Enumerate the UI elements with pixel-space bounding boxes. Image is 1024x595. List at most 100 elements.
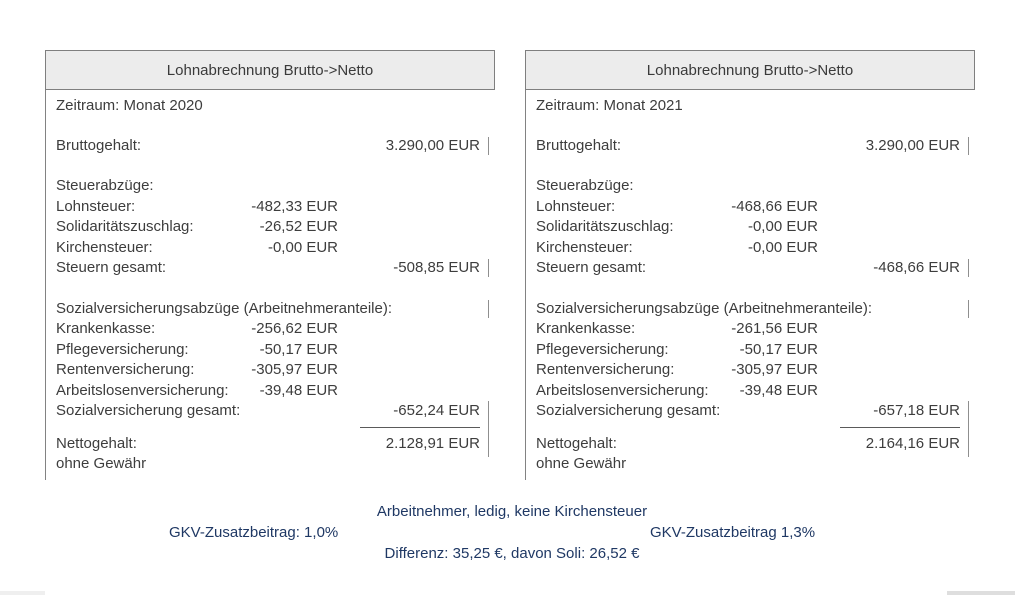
gross-value: 3.290,00 EUR (865, 137, 960, 154)
panel-body: Zeitraum: Monat 2020 Bruttogehalt: 3.290… (45, 90, 495, 480)
gross-label: Bruttogehalt: (536, 137, 622, 154)
row-end-mark (967, 259, 969, 277)
social-row-value: -256,62 EUR (251, 320, 338, 337)
gross-row: Bruttogehalt: 3.290,00 EUR (46, 136, 495, 156)
artifact-smudge (0, 591, 45, 595)
tax-section-label: Steuerabzüge: (536, 177, 634, 194)
tax-total-row: Steuern gesamt: -468,66 EUR (526, 258, 975, 279)
social-row-value: -39,48 EUR (259, 381, 338, 399)
tax-row-label: Lohnsteuer: (536, 197, 616, 215)
gross-label: Bruttogehalt: (56, 137, 142, 154)
panel-title-text: Lohnabrechnung Brutto->Netto (166, 61, 374, 79)
spacer (526, 156, 975, 176)
net-row: Nettogehalt: 2.128,91 EUR (46, 434, 495, 455)
net-label: Nettogehalt: (56, 434, 137, 452)
tax-row-label: Lohnsteuer: (56, 197, 136, 215)
period-label: Zeitraum: Monat 2021 (536, 97, 683, 114)
social-total-row: Sozialversicherung gesamt: -652,24 EUR (46, 401, 495, 422)
social-row-value: -305,97 EUR (251, 361, 338, 378)
tax-total-value: -508,85 EUR (393, 259, 480, 276)
gkv-note-2021: GKV-Zusatzbeitrag 1,3% (650, 524, 816, 541)
spacer (526, 116, 975, 136)
row-end-mark (967, 300, 969, 318)
gross-value: 3.290,00 EUR (385, 137, 480, 154)
social-row-value: -50,17 EUR (739, 340, 818, 358)
net-value: 2.128,91 EUR (385, 434, 480, 452)
tax-row-value: -0,00 EUR (747, 218, 818, 235)
panel-title: Lohnabrechnung Brutto->Netto (525, 50, 975, 90)
disclaimer-label: ohne Gewähr (536, 455, 627, 472)
tax-row: Solidaritätszuschlag: -0,00 EUR (526, 217, 975, 238)
tax-row: Kirchensteuer: -0,00 EUR (46, 238, 495, 259)
social-row: Krankenkasse: -256,62 EUR (46, 319, 495, 340)
row-end-mark (967, 137, 969, 155)
spacer (46, 279, 495, 299)
footer-notes: Arbeitnehmer, ledig, keine Kirchensteuer… (0, 501, 1024, 564)
tax-total-label: Steuern gesamt: (536, 259, 647, 276)
payroll-panel-2020: Lohnabrechnung Brutto->Netto Zeitraum: M… (45, 50, 495, 480)
sum-line (840, 426, 960, 428)
panel-title: Lohnabrechnung Brutto->Netto (45, 50, 495, 90)
tax-row-value: -468,66 EUR (731, 197, 818, 215)
net-row: Nettogehalt: 2.164,16 EUR (526, 434, 975, 455)
tax-row-label: Kirchensteuer: (536, 238, 633, 256)
tax-row-value: -482,33 EUR (251, 197, 338, 215)
spacer (46, 156, 495, 176)
footer-line-scenario: Arbeitnehmer, ledig, keine Kirchensteuer (376, 503, 648, 520)
tax-row-label: Solidaritätszuschlag: (536, 218, 674, 235)
tax-total-value: -468,66 EUR (873, 259, 960, 276)
social-row-value: -305,97 EUR (731, 361, 818, 378)
row-end-mark (967, 401, 969, 457)
tax-section-label: Steuerabzüge: (56, 177, 154, 194)
social-row-label: Rentenversicherung: (56, 361, 195, 378)
row-end-mark (487, 259, 489, 277)
spacer (526, 279, 975, 299)
period-label: Zeitraum: Monat 2020 (56, 97, 203, 114)
payroll-panel-2021: Lohnabrechnung Brutto->Netto Zeitraum: M… (525, 50, 975, 480)
gkv-note-2020: GKV-Zusatzbeitrag: 1,0% (169, 524, 339, 541)
social-row: Arbeitslosenversicherung: -39,48 EUR (46, 381, 495, 402)
social-section-row: Sozialversicherungsabzüge (Arbeitnehmera… (46, 299, 495, 320)
tax-row: Lohnsteuer: -468,66 EUR (526, 197, 975, 218)
disclaimer-label: ohne Gewähr (56, 455, 147, 472)
gross-row: Bruttogehalt: 3.290,00 EUR (526, 136, 975, 156)
social-section-label: Sozialversicherungsabzüge (Arbeitnehmera… (536, 299, 873, 317)
social-row-label: Pflegeversicherung: (536, 340, 669, 358)
tax-row: Lohnsteuer: -482,33 EUR (46, 197, 495, 218)
social-row-label: Arbeitslosenversicherung: (536, 381, 709, 399)
panel-body: Zeitraum: Monat 2021 Bruttogehalt: 3.290… (525, 90, 975, 480)
footer-line-difference: Differenz: 35,25 €, davon Soli: 26,52 € (384, 545, 640, 562)
social-row-value: -39,48 EUR (739, 381, 818, 399)
social-row-label: Krankenkasse: (56, 320, 156, 337)
tax-section-row: Steuerabzüge: (526, 176, 975, 197)
tax-row-value: -0,00 EUR (267, 238, 338, 256)
period-row: Zeitraum: Monat 2020 (46, 96, 495, 116)
social-row: Krankenkasse: -261,56 EUR (526, 319, 975, 340)
tax-row: Solidaritätszuschlag: -26,52 EUR (46, 217, 495, 238)
row-end-mark (487, 300, 489, 318)
social-row: Rentenversicherung: -305,97 EUR (526, 360, 975, 381)
social-row-label: Rentenversicherung: (536, 361, 675, 378)
disclaimer-row: ohne Gewähr (526, 454, 975, 475)
tax-row-label: Kirchensteuer: (56, 238, 153, 256)
social-row-label: Pflegeversicherung: (56, 340, 189, 358)
social-total-value: -657,18 EUR (873, 402, 960, 419)
social-row-label: Krankenkasse: (536, 320, 636, 337)
artifact-smudge (947, 591, 1015, 595)
tax-row-value: -0,00 EUR (747, 238, 818, 256)
social-total-label: Sozialversicherung gesamt: (536, 402, 721, 419)
panel-title-text: Lohnabrechnung Brutto->Netto (646, 61, 854, 79)
social-row: Pflegeversicherung: -50,17 EUR (46, 340, 495, 361)
social-total-label: Sozialversicherung gesamt: (56, 402, 241, 419)
social-total-row: Sozialversicherung gesamt: -657,18 EUR (526, 401, 975, 422)
sum-line (360, 426, 480, 428)
social-row-value: -261,56 EUR (731, 320, 818, 337)
net-value: 2.164,16 EUR (865, 434, 960, 452)
social-section-label: Sozialversicherungsabzüge (Arbeitnehmera… (56, 299, 393, 317)
spacer (46, 116, 495, 136)
disclaimer-row: ohne Gewähr (46, 454, 495, 475)
social-total-value: -652,24 EUR (393, 402, 480, 419)
sum-line-row (46, 422, 495, 434)
social-row: Pflegeversicherung: -50,17 EUR (526, 340, 975, 361)
